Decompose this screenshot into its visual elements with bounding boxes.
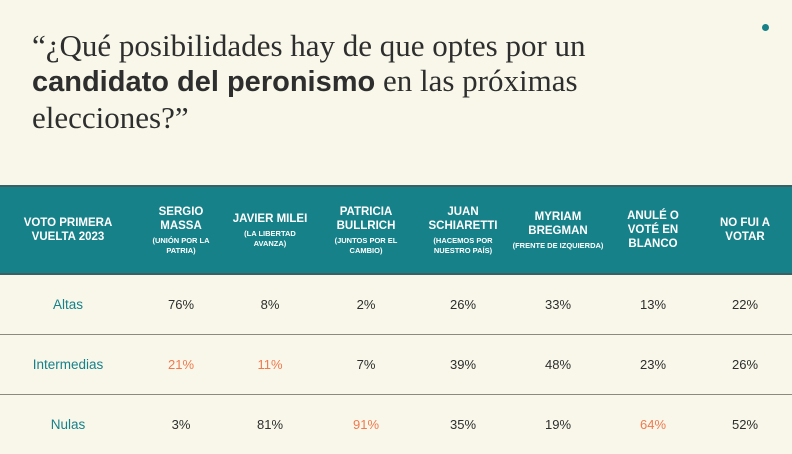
table-cell: 64%	[608, 395, 698, 454]
column-name: JAVIER MILEI	[233, 213, 308, 225]
table-cell: 76%	[136, 274, 226, 335]
table-cell: 26%	[698, 335, 792, 395]
column-name: NO FUI A VOTAR	[720, 217, 770, 243]
table-cell: 35%	[418, 395, 508, 454]
row-label: Nulas	[0, 395, 136, 454]
table-cell: 11%	[226, 335, 314, 395]
column-party: (FRENTE DE IZQUIERDA)	[512, 241, 604, 251]
table-cell: 81%	[226, 395, 314, 454]
table-cell: 23%	[608, 335, 698, 395]
column-header: JAVIER MILEI (LA LIBERTAD AVANZA)	[226, 186, 314, 274]
column-name: MYRIAM BREGMAN	[528, 211, 587, 237]
table-cell: 33%	[508, 274, 608, 335]
table-cell: 2%	[314, 274, 418, 335]
dot-icon	[762, 24, 769, 31]
table-cell: 52%	[698, 395, 792, 454]
table-cell: 39%	[418, 335, 508, 395]
column-name: VOTO PRIMERA VUELTA 2023	[24, 217, 113, 243]
table-cell: 91%	[314, 395, 418, 454]
column-header: ANULÉ O VOTÉ EN BLANCO	[608, 186, 698, 274]
table-cell: 26%	[418, 274, 508, 335]
column-party: (HACEMOS POR NUESTRO PAÍS)	[422, 236, 504, 256]
page-title: “¿Qué posibilidades hay de que optes por…	[32, 28, 592, 135]
table-cell: 13%	[608, 274, 698, 335]
results-table: VOTO PRIMERA VUELTA 2023 SERGIO MASSA (UNI…	[0, 185, 792, 454]
column-header: SERGIO MASSA (UNIÓN POR LA PATRIA)	[136, 186, 226, 274]
column-name: ANULÉ O VOTÉ EN BLANCO	[627, 210, 679, 250]
row-label: Altas	[0, 274, 136, 335]
column-party: (JUNTOS POR EL CAMBIO)	[318, 236, 414, 256]
column-name: PATRICIA BULLRICH	[337, 206, 396, 232]
column-header: NO FUI A VOTAR	[698, 186, 792, 274]
table-cell: 22%	[698, 274, 792, 335]
table-header: VOTO PRIMERA VUELTA 2023 SERGIO MASSA (UNI…	[0, 186, 792, 274]
column-party: (LA LIBERTAD AVANZA)	[230, 229, 310, 249]
column-name: JUAN SCHIARETTI	[429, 206, 498, 232]
column-name: SERGIO MASSA	[159, 206, 204, 232]
table-cell: 19%	[508, 395, 608, 454]
table-cell: 7%	[314, 335, 418, 395]
row-label: Intermedias	[0, 335, 136, 395]
column-party: (UNIÓN POR LA PATRIA)	[140, 236, 222, 256]
column-header: VOTO PRIMERA VUELTA 2023	[0, 186, 136, 274]
column-header: PATRICIA BULLRICH (JUNTOS POR EL CAMBIO)	[314, 186, 418, 274]
table-cell: 3%	[136, 395, 226, 454]
column-header: JUAN SCHIARETTI (HACEMOS POR NUESTRO PAÍS…	[418, 186, 508, 274]
table-cell: 8%	[226, 274, 314, 335]
table-cell: 48%	[508, 335, 608, 395]
column-header: MYRIAM BREGMAN (FRENTE DE IZQUIERDA)	[508, 186, 608, 274]
table-cell: 21%	[136, 335, 226, 395]
